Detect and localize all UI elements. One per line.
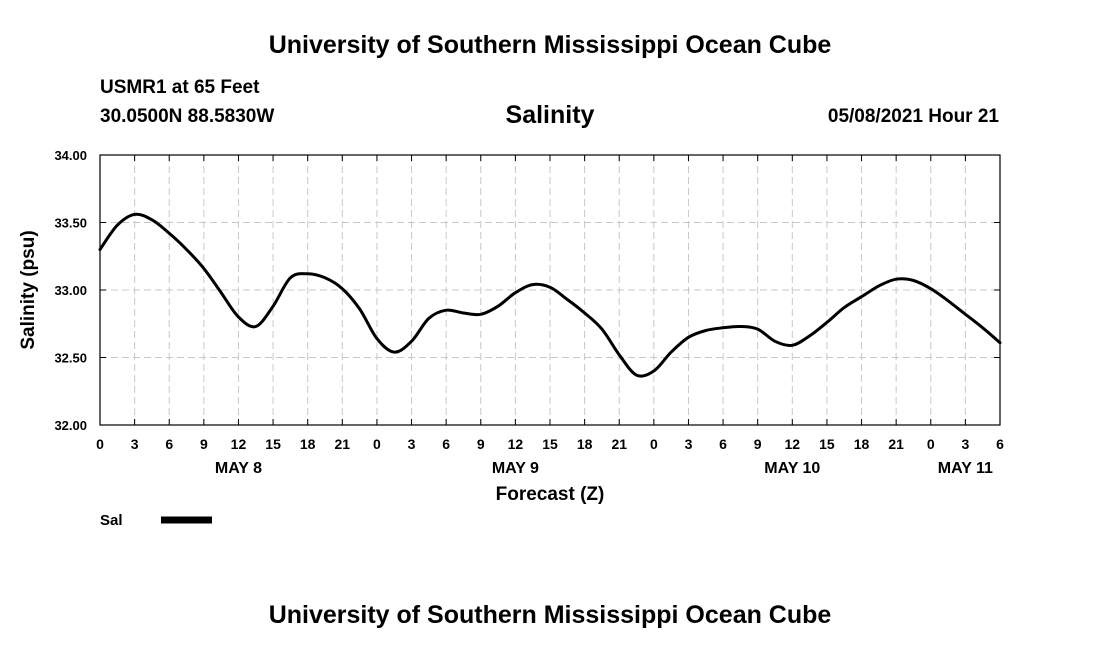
x-tick-label-10: 6 xyxy=(442,436,450,452)
x-tick-label-3: 9 xyxy=(200,436,208,452)
x-tick-label-16: 0 xyxy=(650,436,658,452)
y-tick-label-3: 33.50 xyxy=(54,216,87,231)
station-label: USMR1 at 65 Feet xyxy=(100,77,260,98)
x-axis-label: Forecast (Z) xyxy=(496,484,605,505)
x-tick-label-21: 15 xyxy=(819,436,835,452)
x-tick-label-7: 21 xyxy=(335,436,351,452)
x-tick-labels: 0 3 6 9 12 15 18 21 0 3 6 9 12 15 18 21 0 3 6 9 12 15 18 21 0 3 6 xyxy=(96,436,1004,452)
x-tick-label-9: 3 xyxy=(408,436,416,452)
date-labels: MAY 8 MAY 9 MAY 10 MAY 11 xyxy=(215,460,993,477)
plot-title: Salinity xyxy=(505,101,595,129)
y-axis-label: Salinity (psu) xyxy=(18,230,39,349)
x-tick-label-26: 6 xyxy=(996,436,1004,452)
x-tick-label-22: 18 xyxy=(854,436,870,452)
x-tick-label-1: 3 xyxy=(131,436,139,452)
salinity-series-line xyxy=(98,212,1002,378)
x-tick-label-6: 18 xyxy=(300,436,316,452)
x-tick-label-23: 21 xyxy=(888,436,904,452)
x-tick-label-15: 21 xyxy=(611,436,627,452)
y-tick-label-0: 32.00 xyxy=(54,418,87,433)
x-tick-label-14: 18 xyxy=(577,436,593,452)
x-tick-label-24: 0 xyxy=(927,436,935,452)
legend-label: Sal xyxy=(100,512,123,529)
x-tick-label-25: 3 xyxy=(961,436,969,452)
coords-label: 30.0500N 88.5830W xyxy=(100,106,275,127)
title-top: University of Southern Mississippi Ocean… xyxy=(268,31,832,59)
date-label-0: MAY 8 xyxy=(215,460,262,477)
x-tick-label-5: 15 xyxy=(265,436,281,452)
x-tick-label-19: 9 xyxy=(754,436,762,452)
x-tick-label-20: 12 xyxy=(785,436,801,452)
date-label-3: MAY 11 xyxy=(938,460,993,477)
timestamp-label: 05/08/2021 Hour 21 xyxy=(827,106,999,127)
y-tick-label-4: 34.00 xyxy=(54,148,87,163)
grid-lines xyxy=(100,155,1000,425)
x-tick-label-4: 12 xyxy=(231,436,247,452)
y-tick-labels: 32.00 32.50 33.00 33.50 34.00 xyxy=(54,148,87,433)
x-tick-label-17: 3 xyxy=(685,436,693,452)
date-label-2: MAY 10 xyxy=(764,460,820,477)
x-tick-label-11: 9 xyxy=(477,436,485,452)
x-tick-label-18: 6 xyxy=(719,436,727,452)
x-tick-label-2: 6 xyxy=(165,436,173,452)
y-tick-label-2: 33.00 xyxy=(54,283,87,298)
x-tick-label-0: 0 xyxy=(96,436,104,452)
title-bottom: University of Southern Mississippi Ocean… xyxy=(268,601,832,629)
plot-frame xyxy=(99,154,1001,426)
y-tick-label-1: 32.50 xyxy=(54,351,87,366)
date-label-1: MAY 9 xyxy=(492,460,539,477)
x-tick-label-13: 15 xyxy=(542,436,558,452)
x-tick-label-8: 0 xyxy=(373,436,381,452)
x-tick-label-12: 12 xyxy=(508,436,524,452)
